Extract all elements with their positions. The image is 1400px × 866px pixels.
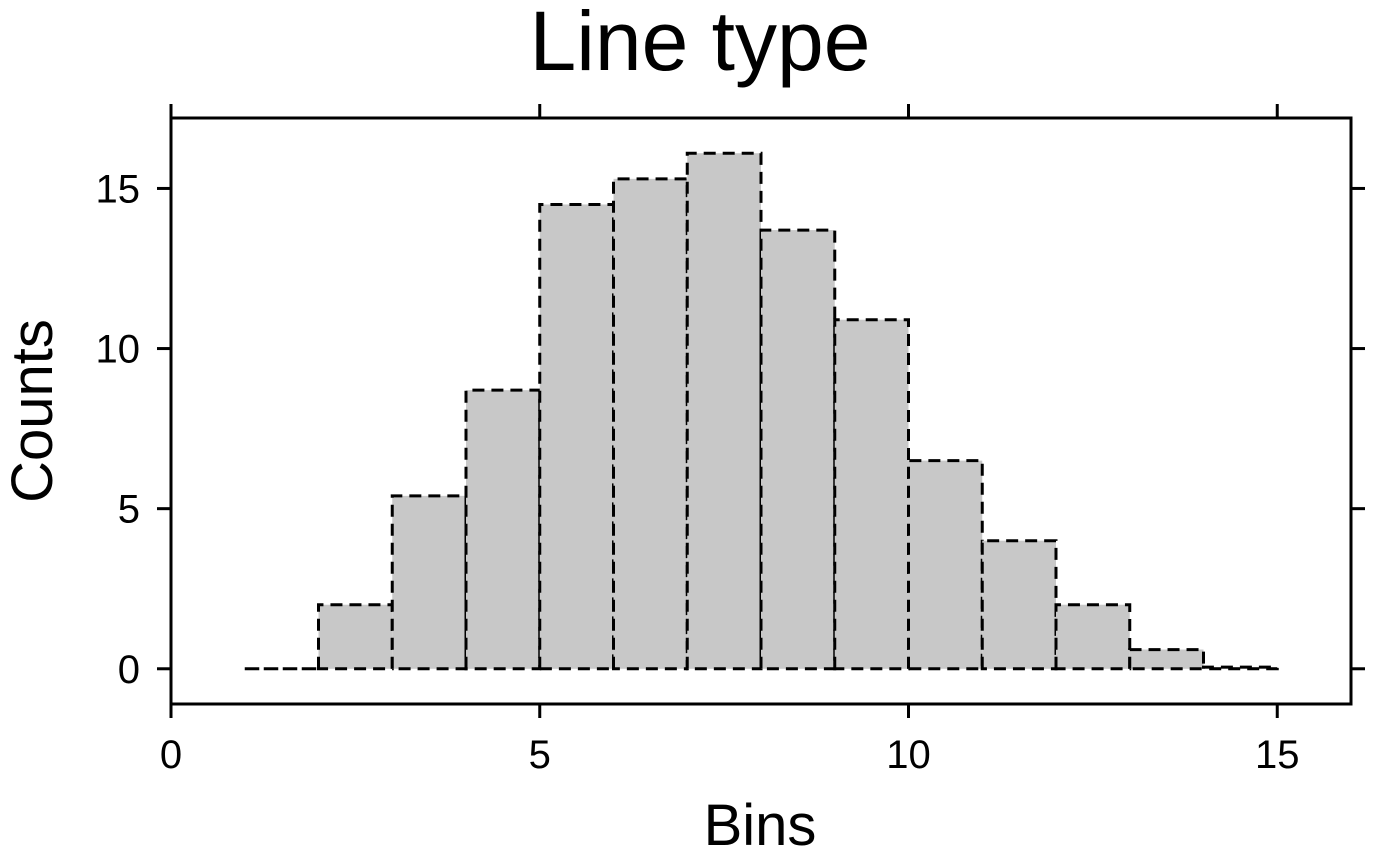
histogram-bar-outline xyxy=(390,494,468,671)
y-tick-label: 15 xyxy=(96,167,141,211)
histogram-bar xyxy=(982,540,1056,669)
y-tick-label: 10 xyxy=(96,328,141,372)
x-tick-label: 10 xyxy=(886,733,931,777)
x-tick-label: 15 xyxy=(1255,733,1300,777)
histogram-bar-outline xyxy=(685,151,763,671)
y-tick-label: 5 xyxy=(118,488,140,532)
histogram-bar xyxy=(761,230,835,669)
histogram-bar-outline xyxy=(907,459,984,671)
histogram-bar xyxy=(392,495,466,669)
histogram-bar xyxy=(687,153,761,669)
histogram-bar xyxy=(834,319,909,669)
x-axis-label: Bins xyxy=(704,793,817,858)
histogram-bar xyxy=(318,604,393,669)
histogram-bar xyxy=(539,204,614,669)
chart-title: Line type xyxy=(530,0,871,88)
histogram-bar xyxy=(1056,604,1130,669)
plot-frame xyxy=(169,116,1353,706)
histogram-bar-outline xyxy=(980,539,1058,671)
histogram-bar xyxy=(908,460,983,669)
histogram-bar-outline xyxy=(833,318,910,671)
histogram-bar xyxy=(466,390,540,669)
x-tick-label: 0 xyxy=(160,733,182,777)
histogram-bar-outline xyxy=(612,177,689,671)
histogram-bar-outline xyxy=(1202,665,1279,671)
ticks-group: 0 5 10 15 0 5 10 15 xyxy=(96,104,1365,777)
bars-group xyxy=(244,151,1279,671)
y-tick-label: 0 xyxy=(118,648,140,692)
histogram-bar-outline xyxy=(759,228,837,671)
histogram-bar-outline xyxy=(1054,603,1132,671)
histogram-bar xyxy=(1129,649,1204,669)
histogram-bar xyxy=(613,178,688,669)
x-tick-label: 5 xyxy=(529,733,551,777)
y-axis-label: Counts xyxy=(0,319,65,503)
histogram-bar-outline xyxy=(1128,648,1205,671)
